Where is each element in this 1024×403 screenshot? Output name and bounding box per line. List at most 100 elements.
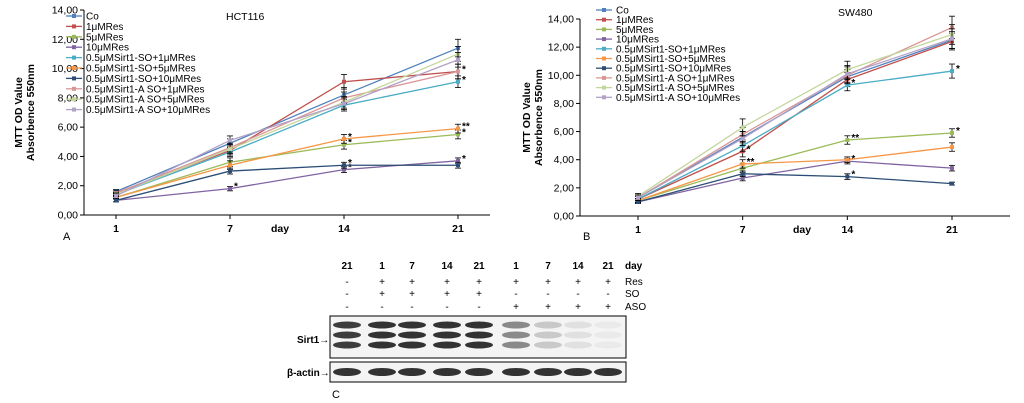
blot-row-res-cell: + (605, 277, 611, 288)
y-tick-label: 4,00 (554, 154, 575, 166)
y-tick-label: 14,00 (52, 5, 78, 17)
significance-mark: * (348, 132, 352, 143)
legend-label: 0.5μMSirt1-A SO+1μMRes (616, 73, 735, 84)
legend-label: 10μMRes (616, 35, 659, 46)
blot-row-day-cell: 1 (513, 261, 519, 272)
series-line (115, 70, 459, 194)
sirt1-band (465, 341, 493, 349)
significance-mark: * (851, 170, 855, 181)
y-tick-label: 6,00 (58, 122, 79, 134)
blot-row-aso-cell: - (477, 302, 480, 313)
series-line (115, 47, 459, 193)
data-point (845, 157, 850, 162)
data-point (342, 101, 346, 106)
series-line (115, 164, 458, 201)
series-line (115, 81, 459, 196)
legend-label: 0.5μMSirt1-A SO+10μMRes (86, 105, 210, 116)
blot-row-aso-cell: + (605, 302, 611, 313)
series-line (637, 33, 953, 197)
blot-row-aso-cell: - (345, 302, 348, 313)
legend-swatch-marker (602, 56, 606, 61)
sirt1-band (534, 331, 562, 339)
actin-band (502, 368, 530, 376)
blot-row-res-cell: + (409, 277, 415, 288)
significance-mark: * (462, 65, 466, 76)
legend-swatch-marker (602, 66, 606, 71)
legend-label: 10μMRes (86, 43, 129, 54)
x-axis-label: day (271, 223, 289, 235)
data-point (740, 176, 745, 181)
legend-label: 1μMRes (616, 15, 653, 26)
blot-row-so-cell: - (345, 289, 348, 300)
blot-row-aso-label: ASO (625, 302, 646, 313)
legend-label: 0.5μMSirt1-SO+10μMRes (616, 64, 731, 75)
legend-label: 0.5μMSirt1-A SO+10μMRes (616, 93, 740, 104)
significance-mark: * (851, 78, 855, 89)
x-tick-label: 14 (338, 223, 350, 235)
blot-row-day-cell: 7 (409, 261, 415, 272)
legend-swatch-marker (72, 34, 76, 39)
actin-band (594, 368, 622, 376)
significance-mark: ** (851, 133, 859, 144)
data-point (950, 166, 954, 171)
y-tick-label: 10,00 (548, 70, 574, 82)
legend-label: 0.5μMSirt1-SO+5μMRes (86, 64, 196, 75)
sirt1-band (534, 341, 562, 349)
series-line (637, 26, 953, 199)
blot-row-so-cell: + (409, 289, 415, 300)
blot-row-aso-cell: + (545, 302, 551, 313)
series-line (637, 173, 953, 203)
blot-row-day-cell: 21 (602, 261, 614, 272)
data-point (342, 167, 346, 172)
data-point (950, 145, 954, 150)
actin-band-label: β-actin→ (287, 368, 330, 379)
series-line (115, 59, 459, 197)
sirt1-band (502, 341, 530, 349)
data-point (950, 181, 954, 186)
panel-letter: B (583, 231, 590, 243)
sirt1-band (534, 321, 562, 329)
y-tick-label: 10,00 (52, 63, 78, 75)
significance-mark: * (234, 182, 238, 193)
legend-swatch-marker (72, 107, 76, 112)
data-point (456, 132, 460, 137)
series-line (115, 160, 459, 202)
y-tick-label: 2,00 (554, 182, 575, 194)
significance-mark: * (462, 127, 466, 138)
legend-label: 5μMRes (86, 32, 123, 43)
x-axis-label: day (793, 224, 811, 236)
data-point (636, 199, 640, 204)
legend-swatch-marker (602, 95, 606, 100)
blot-row-day-label: day (625, 261, 643, 272)
x-tick-label: 1 (113, 223, 119, 235)
data-point (950, 69, 954, 74)
blot-row-res-cell: + (575, 277, 581, 288)
blot-row-res-cell: + (545, 277, 551, 288)
sirt1-band-label: Sirt1→ (297, 335, 329, 346)
data-point (636, 195, 640, 200)
significance-mark: * (747, 144, 751, 155)
y-tick-label: 2,00 (58, 180, 79, 192)
legend-swatch-marker (72, 55, 76, 60)
sirt1-band (465, 321, 493, 329)
data-point (950, 36, 954, 41)
sirt1-band (594, 321, 622, 329)
sirt1-band (433, 341, 461, 349)
sirt1-band (502, 331, 530, 339)
legend-swatch-marker (72, 97, 76, 102)
legend-label: 0.5μMSirt1-SO+10μMRes (86, 74, 201, 85)
blot-row-so-cell: - (546, 289, 549, 300)
actin-band (333, 368, 361, 376)
data-point (456, 126, 460, 131)
blot-row-aso-cell: - (380, 302, 383, 313)
legend-swatch-marker (72, 45, 76, 50)
blot-row-so-label: SO (625, 289, 640, 300)
data-point (342, 142, 346, 147)
series-line (115, 127, 459, 199)
legend-swatch-marker (72, 86, 76, 91)
legend-label: 1μMRes (86, 22, 123, 33)
legend-swatch-marker (602, 17, 606, 22)
blot-row-day-cell: 21 (341, 261, 353, 272)
data-point (114, 198, 118, 203)
